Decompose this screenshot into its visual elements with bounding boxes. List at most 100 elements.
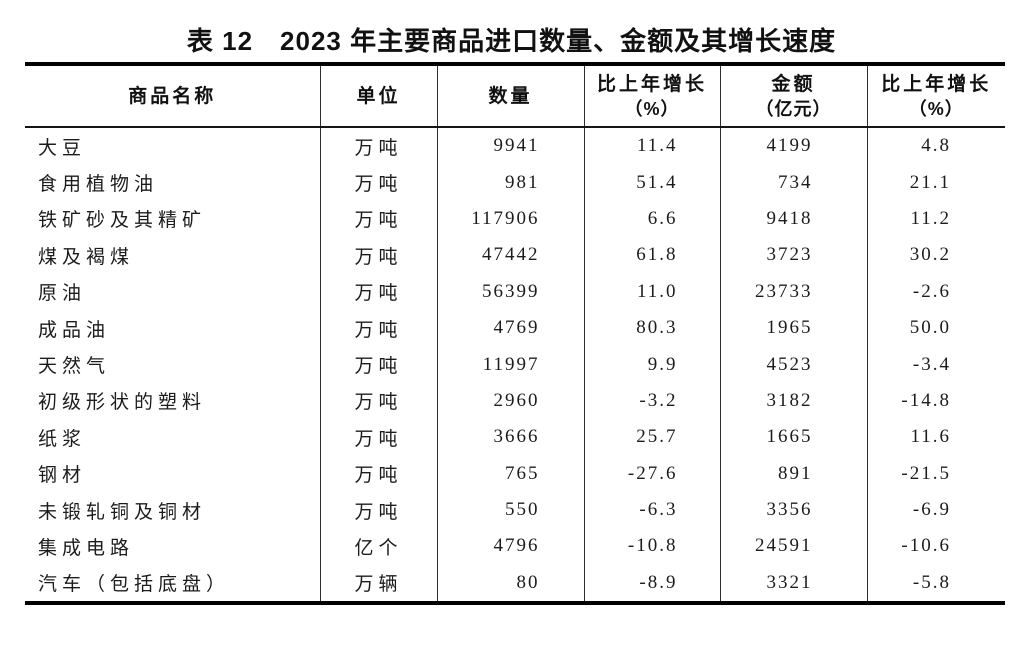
- cell-quantity-growth: 61.8: [583, 237, 720, 274]
- cell-quantity-growth: 6.6: [583, 200, 720, 238]
- cell-amount-growth: 21.1: [866, 164, 1005, 201]
- cell-amount: 24591: [719, 528, 867, 565]
- cell-quantity: 11997: [436, 346, 584, 383]
- cell-quantity: 550: [436, 491, 584, 529]
- column-header-commodity-name: 商品名称: [25, 64, 320, 128]
- cell-amount: 1965: [719, 309, 867, 347]
- cell-unit: 万吨: [319, 200, 437, 238]
- cell-amount: 3723: [719, 237, 867, 274]
- column-header-sublabel: （亿元）: [755, 98, 832, 119]
- cell-unit: 万吨: [319, 273, 437, 310]
- cell-quantity-growth: -6.3: [583, 491, 720, 529]
- column-header-amount-growth: 比上年增长 （%）: [866, 64, 1005, 128]
- cell-unit: 万吨: [319, 491, 437, 529]
- table-row: 天然气 万吨 11997 9.9 4523 -3.4: [25, 346, 1005, 383]
- table-row: 初级形状的塑料 万吨 2960 -3.2 3182 -14.8: [25, 382, 1005, 420]
- cell-amount: 734: [719, 164, 867, 201]
- column-header-quantity: 数量: [436, 64, 584, 128]
- cell-unit: 万吨: [319, 455, 437, 492]
- table-row: 煤及褐煤 万吨 47442 61.8 3723 30.2: [25, 237, 1005, 274]
- cell-amount-growth: -21.5: [866, 455, 1005, 492]
- cell-quantity-growth: 11.0: [583, 273, 720, 310]
- cell-amount-growth: 30.2: [866, 237, 1005, 274]
- table-row: 钢材 万吨 765 -27.6 891 -21.5: [25, 455, 1005, 492]
- cell-quantity-growth: -27.6: [583, 455, 720, 492]
- column-header-quantity-growth: 比上年增长 （%）: [583, 64, 720, 128]
- cell-commodity-name: 天然气: [38, 356, 111, 378]
- cell-commodity-name: 钢材: [38, 465, 87, 487]
- table-row: 集成电路 亿个 4796 -10.8 24591 -10.6: [25, 528, 1005, 565]
- cell-amount-growth: -3.4: [866, 346, 1005, 383]
- header-row: 商品名称 单位 数量 比上年增长 （%） 金额 （亿元） 比上年增长: [25, 64, 1005, 128]
- cell-amount-growth: -2.6: [866, 273, 1005, 310]
- cell-amount: 3182: [719, 382, 867, 420]
- table-row: 汽车（包括底盘） 万辆 80 -8.9 3321 -5.8: [25, 564, 1005, 604]
- table-row: 原油 万吨 56399 11.0 23733 -2.6: [25, 273, 1005, 310]
- cell-quantity: 765: [436, 455, 584, 492]
- cell-commodity-name: 集成电路: [38, 537, 135, 559]
- table-row: 纸浆 万吨 3666 25.7 1665 11.6: [25, 419, 1005, 456]
- cell-amount: 4523: [719, 346, 867, 383]
- cell-commodity-name: 食用植物油: [38, 174, 159, 196]
- cell-unit: 亿个: [319, 528, 437, 565]
- cell-amount-growth: 50.0: [866, 309, 1005, 347]
- cell-unit: 万吨: [319, 164, 437, 201]
- cell-quantity: 3666: [436, 419, 584, 456]
- cell-quantity: 4796: [436, 528, 584, 565]
- table-row: 大豆 万吨 9941 11.4 4199 4.8: [25, 127, 1005, 165]
- cell-amount: 9418: [719, 200, 867, 238]
- cell-unit: 万吨: [319, 419, 437, 456]
- cell-quantity: 56399: [436, 273, 584, 310]
- cell-quantity: 80: [436, 564, 584, 604]
- cell-commodity-name: 铁矿砂及其精矿: [38, 210, 207, 232]
- cell-amount: 23733: [719, 273, 867, 310]
- table-row: 食用植物油 万吨 981 51.4 734 21.1: [25, 164, 1005, 201]
- cell-quantity-growth: -8.9: [583, 564, 720, 604]
- cell-quantity-growth: 9.9: [583, 346, 720, 383]
- cell-quantity-growth: -10.8: [583, 528, 720, 565]
- column-header-label: 数量: [488, 85, 533, 107]
- imports-table: 商品名称 单位 数量 比上年增长 （%） 金额 （亿元） 比上年增长: [25, 62, 1005, 606]
- cell-unit: 万吨: [319, 237, 437, 274]
- cell-quantity-growth: 80.3: [583, 309, 720, 347]
- cell-commodity-name: 纸浆: [38, 428, 87, 450]
- cell-commodity-name: 汽车（包括底盘）: [38, 574, 231, 596]
- cell-amount-growth: 11.6: [866, 419, 1005, 456]
- cell-quantity: 9941: [436, 127, 584, 165]
- cell-commodity-name: 成品油: [38, 319, 111, 341]
- cell-amount-growth: -14.8: [866, 382, 1005, 420]
- column-header-label: 比上年增长: [881, 73, 992, 95]
- cell-amount-growth: 4.8: [866, 127, 1005, 165]
- column-header-label: 金额: [771, 73, 816, 95]
- table-body: 大豆 万吨 9941 11.4 4199 4.8 食用植物油 万吨 981 51…: [25, 127, 1005, 604]
- cell-quantity-growth: 25.7: [583, 419, 720, 456]
- table-header: 商品名称 单位 数量 比上年增长 （%） 金额 （亿元） 比上年增长: [25, 64, 1005, 128]
- cell-amount-growth: -5.8: [866, 564, 1005, 604]
- column-header-label: 比上年增长: [596, 73, 707, 95]
- cell-amount: 3321: [719, 564, 867, 604]
- cell-amount: 3356: [719, 491, 867, 529]
- cell-quantity: 981: [436, 164, 584, 201]
- cell-quantity-growth: 51.4: [583, 164, 720, 201]
- cell-quantity-growth: -3.2: [583, 382, 720, 420]
- cell-quantity: 117906: [436, 200, 584, 238]
- cell-amount: 4199: [719, 127, 867, 165]
- cell-amount-growth: -6.9: [866, 491, 1005, 529]
- cell-unit: 万吨: [319, 382, 437, 420]
- cell-unit: 万吨: [319, 346, 437, 383]
- cell-unit: 万吨: [319, 127, 437, 165]
- cell-quantity: 4769: [436, 309, 584, 347]
- table-title: 表 12 2023 年主要商品进口数量、金额及其增长速度: [186, 26, 837, 56]
- cell-unit: 万辆: [319, 564, 437, 604]
- cell-commodity-name: 煤及褐煤: [38, 246, 135, 268]
- table-row: 铁矿砂及其精矿 万吨 117906 6.6 9418 11.2: [25, 200, 1005, 238]
- column-header-sublabel: （%）: [908, 98, 964, 119]
- table-row: 成品油 万吨 4769 80.3 1965 50.0: [25, 309, 1005, 347]
- cell-commodity-name: 初级形状的塑料: [38, 392, 207, 414]
- cell-quantity: 2960: [436, 382, 584, 420]
- cell-commodity-name: 原油: [38, 283, 87, 305]
- column-header-amount: 金额 （亿元）: [719, 64, 867, 128]
- cell-amount: 1665: [719, 419, 867, 456]
- column-header-sublabel: （%）: [624, 98, 680, 119]
